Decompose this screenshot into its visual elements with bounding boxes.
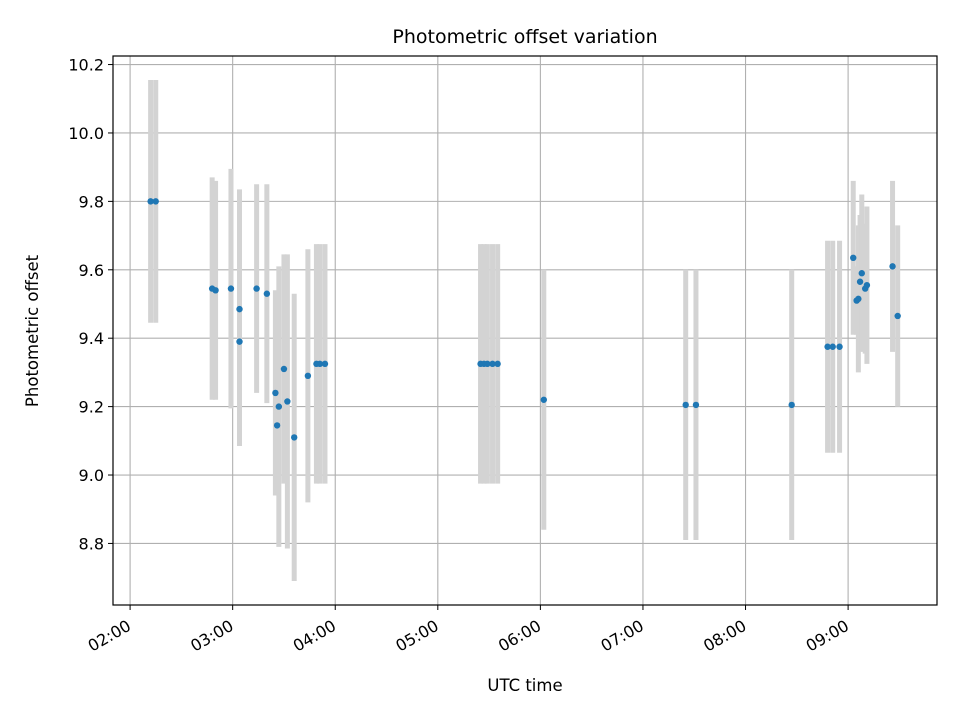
data-point xyxy=(275,403,283,410)
data-point xyxy=(858,270,865,277)
data-point xyxy=(304,372,312,380)
data-point xyxy=(236,338,243,345)
y-tick-label: 9.2 xyxy=(79,398,104,417)
data-point xyxy=(692,401,700,409)
chart-title: Photometric offset variation xyxy=(392,26,657,48)
data-point xyxy=(273,422,281,429)
data-point xyxy=(280,365,288,373)
data-point xyxy=(147,198,154,205)
y-tick-label: 9.8 xyxy=(79,192,104,211)
data-point xyxy=(263,290,271,297)
axes-frame xyxy=(112,55,938,606)
data-point xyxy=(682,401,689,409)
data-point xyxy=(850,254,857,262)
data-point xyxy=(788,401,795,409)
data-point xyxy=(291,434,298,441)
data-point xyxy=(321,360,329,368)
y-tick-label: 10.0 xyxy=(68,124,104,143)
data-point xyxy=(863,281,871,289)
data-point xyxy=(152,198,159,205)
data-point xyxy=(855,295,862,303)
data-point xyxy=(894,312,901,320)
data-point xyxy=(212,287,219,294)
y-tick-label: 10.2 xyxy=(68,56,104,75)
y-tick-label: 9.0 xyxy=(79,466,104,485)
x-axis-label: UTC time xyxy=(487,676,562,695)
data-point xyxy=(272,389,279,397)
y-tick-label: 9.6 xyxy=(79,261,104,280)
data-point xyxy=(856,278,864,285)
data-point xyxy=(236,305,243,313)
data-point xyxy=(836,343,843,350)
y-axis-label: Photometric offset xyxy=(23,254,42,407)
grid xyxy=(113,56,937,605)
data-point xyxy=(253,285,260,292)
data-point xyxy=(484,360,491,368)
data-point xyxy=(227,285,235,292)
data-points xyxy=(147,198,901,441)
y-ticks: 8.8 9.0 9.2 9.4 9.6 9.8 10.0 10.2 xyxy=(68,56,113,553)
data-point xyxy=(829,343,836,350)
data-point xyxy=(489,360,496,368)
data-point xyxy=(284,398,291,405)
data-point xyxy=(824,343,831,350)
data-point xyxy=(540,396,548,403)
y-tick-label: 8.8 xyxy=(79,534,104,553)
data-point xyxy=(889,263,896,270)
data-point xyxy=(316,360,324,368)
y-tick-label: 9.4 xyxy=(79,329,104,348)
data-point xyxy=(494,360,501,368)
